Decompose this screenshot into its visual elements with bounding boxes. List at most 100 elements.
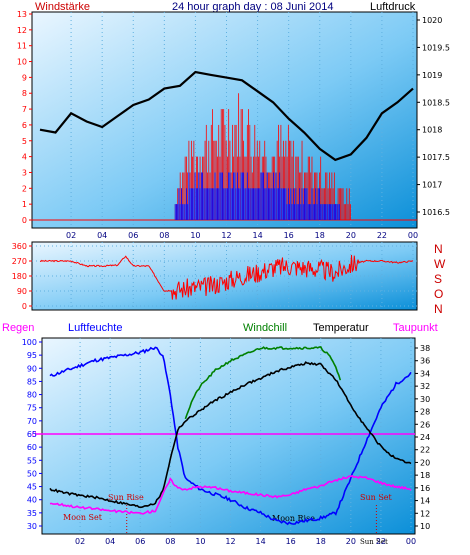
p3-right-tick-label: 36 <box>420 357 430 366</box>
temperature-line <box>49 361 412 509</box>
p1-x-tick-label: 18 <box>315 231 325 240</box>
p3-left-tick-label: 70 <box>27 417 37 426</box>
p1-left-tick-label: 2 <box>22 184 27 193</box>
p1-left-tick-label: 10 <box>17 58 27 67</box>
p1-right-tick-label: 1019 <box>422 71 442 80</box>
p3-right-tick-label: 38 <box>420 344 430 353</box>
p3-left-tick-label: 45 <box>27 483 37 492</box>
p1-x-tick-label: 04 <box>97 231 107 240</box>
p1-left-tick-label: 9 <box>22 73 27 82</box>
p3-left-tick-label: 30 <box>27 522 37 531</box>
compass-n-bottom: N <box>434 302 443 316</box>
p1-x-tick-label: 16 <box>284 231 294 240</box>
p2-left-tick-label: 180 <box>12 272 27 281</box>
p3-right-tick-label: 20 <box>420 458 430 467</box>
p1-right-tick-label: 1018 <box>422 126 442 135</box>
p3-x-tick-label: 00 <box>406 537 416 546</box>
p1-right-tick-label: 1017.5 <box>422 153 450 162</box>
p3-right-tick-label: 10 <box>420 522 430 531</box>
p3-left-tick-label: 60 <box>27 443 37 452</box>
legend-regen: Regen <box>2 322 34 334</box>
p3-left-tick-label: 80 <box>27 391 37 400</box>
annotation-sun-set: Sun Set <box>360 493 393 502</box>
p3-right-tick-label: 24 <box>420 433 430 442</box>
p3-right-tick-label: 14 <box>420 497 430 506</box>
p3-right-tick-label: 16 <box>420 484 430 493</box>
legend-windchill: Windchill <box>243 322 287 334</box>
p3-right-tick-label: 12 <box>420 509 430 518</box>
p3-x-tick-label: 10 <box>195 537 205 546</box>
legend-temperatur: Temperatur <box>313 322 369 334</box>
annotation-sun-set-small: Sun Set <box>360 538 388 546</box>
humidity-line <box>49 346 412 526</box>
header-left: Windstärke <box>35 1 90 13</box>
p1-left-tick-label: 4 <box>22 153 27 162</box>
p3-x-tick-label: 06 <box>135 537 145 546</box>
p3-left-tick-label: 75 <box>27 404 37 413</box>
p3-x-tick-label: 16 <box>286 537 296 546</box>
p3-right-tick-label: 30 <box>420 395 430 404</box>
legend-taupunkt: Taupunkt <box>393 322 438 334</box>
p1-x-tick-label: 10 <box>190 231 200 240</box>
compass-s: S <box>434 272 442 286</box>
p1-right-tick-label: 1018.5 <box>422 98 450 107</box>
p3-right-tick-label: 26 <box>420 420 430 429</box>
p1-x-tick-label: 14 <box>252 231 262 240</box>
p2-left-tick-label: 360 <box>12 242 27 251</box>
p1-left-tick-label: 13 <box>17 10 27 19</box>
p3-x-tick-label: 20 <box>346 537 356 546</box>
header-center: 24 hour graph day : 08 Juni 2014 <box>172 1 333 13</box>
p3-left-tick-label: 50 <box>27 469 37 478</box>
p1-left-tick-label: 7 <box>22 105 27 114</box>
p3-right-tick-label: 34 <box>420 369 430 378</box>
p1-x-tick-label: 00 <box>408 231 418 240</box>
p1-left-tick-label: 0 <box>22 216 27 225</box>
p3-left-tick-label: 95 <box>27 351 37 360</box>
p1-right-tick-label: 1016.5 <box>422 208 450 217</box>
annotation-moon-set: Moon Set <box>63 513 103 522</box>
regen-zero-label: 0 <box>32 430 37 439</box>
p1-x-tick-label: 02 <box>66 231 76 240</box>
p1-x-tick-label: 20 <box>346 231 356 240</box>
p1-right-tick-label: 1020 <box>422 16 442 25</box>
p3-x-tick-label: 22 <box>376 537 386 546</box>
wind-pressure-panel <box>31 11 418 229</box>
p1-left-tick-label: 11 <box>17 42 27 51</box>
p1-x-tick-label: 08 <box>159 231 169 240</box>
wind-direction-line <box>39 254 414 300</box>
p1-left-tick-label: 3 <box>22 168 27 177</box>
compass-w: W <box>434 257 446 271</box>
axes-layer: 02 04 06 08 10 12 14 16 18 20 22 000123456789101112… <box>12 10 450 546</box>
p3-left-tick-label: 35 <box>27 509 37 518</box>
p3-right-tick-label: 32 <box>420 382 430 391</box>
annotation-sun-rise: Sun Rise <box>108 493 144 502</box>
p3-right-tick-label: 22 <box>420 446 430 455</box>
p3-left-tick-label: 100 <box>22 338 37 347</box>
p2-left-tick-label: 90 <box>17 287 27 296</box>
p1-right-tick-label: 1017 <box>422 181 442 190</box>
p1-x-tick-label: 06 <box>128 231 138 240</box>
p3-x-tick-label: 18 <box>316 537 326 546</box>
p3-right-tick-label: 28 <box>420 408 430 417</box>
p3-left-tick-label: 40 <box>27 496 37 505</box>
pressure-line <box>39 70 414 162</box>
p2-left-tick-label: 270 <box>12 257 27 266</box>
p1-x-tick-label: 22 <box>377 231 387 240</box>
p1-left-tick-label: 5 <box>22 137 27 146</box>
p1-left-tick-label: 6 <box>22 121 27 130</box>
p3-x-tick-label: 04 <box>105 537 115 546</box>
p1-left-tick-label: 8 <box>22 89 27 98</box>
p3-x-tick-label: 14 <box>255 537 265 546</box>
p3-x-tick-label: 08 <box>165 537 175 546</box>
series-layer <box>32 70 417 534</box>
temperature-humidity-panel <box>41 337 416 535</box>
p3-x-tick-label: 12 <box>225 537 235 546</box>
p1-right-tick-label: 1019.5 <box>422 43 450 52</box>
p2-left-tick-label: 0 <box>22 302 27 311</box>
p3-left-tick-label: 85 <box>27 377 37 386</box>
p3-right-tick-label: 18 <box>420 471 430 480</box>
p1-left-tick-label: 1 <box>22 200 27 209</box>
dewpoint-line <box>49 474 412 515</box>
